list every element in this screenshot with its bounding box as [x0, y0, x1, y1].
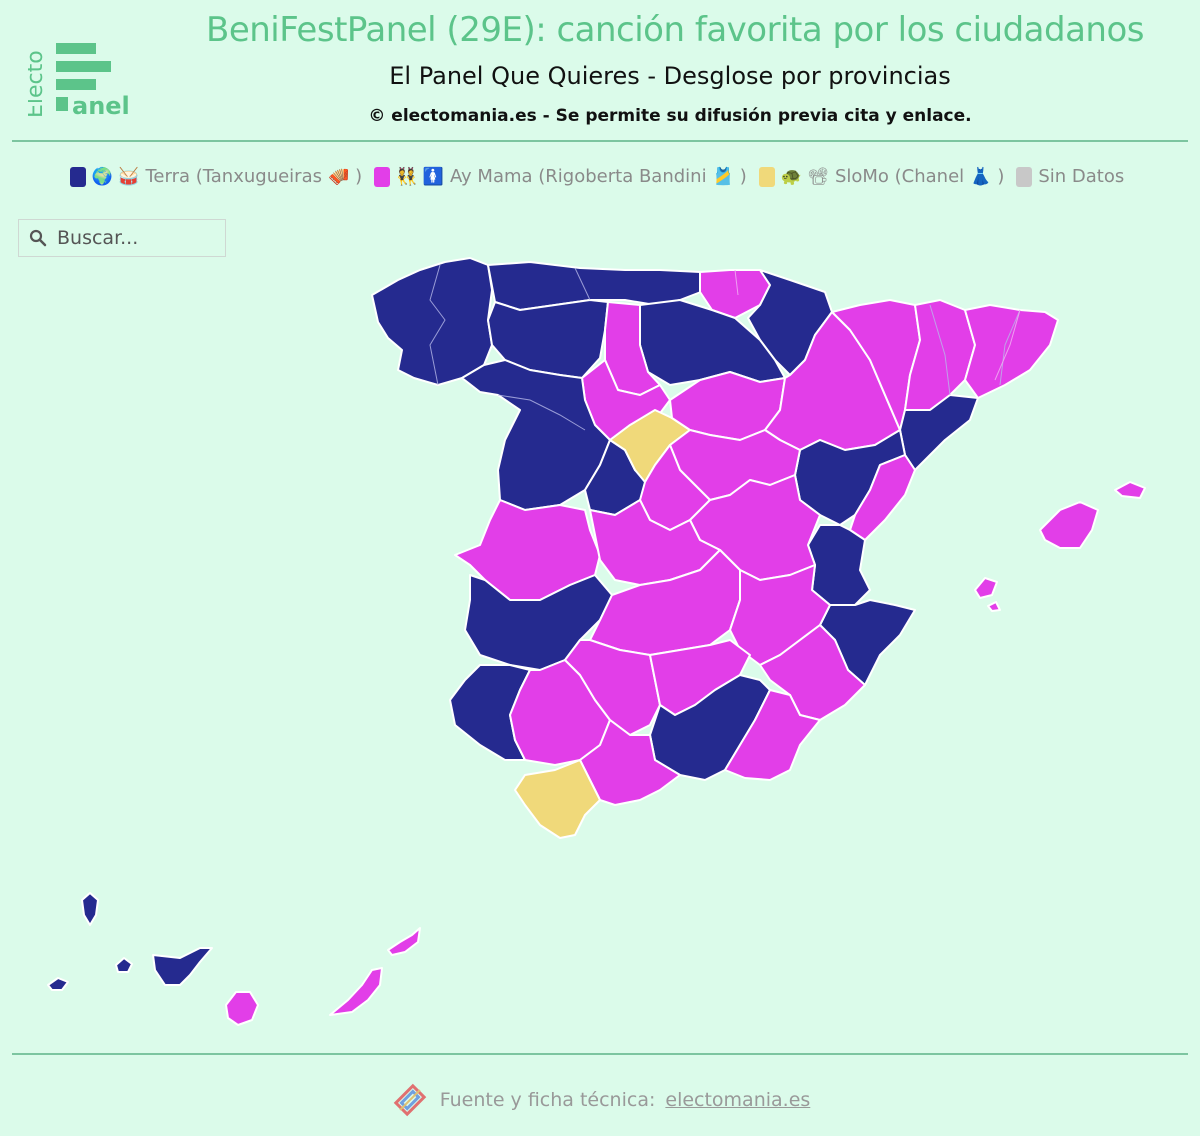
- header-divider: [12, 140, 1188, 142]
- legend-swatch-terra: [69, 166, 86, 187]
- legend-swatch-aymama: [374, 166, 391, 187]
- electomania-logo-icon: [393, 1083, 426, 1117]
- shirt-icon: 🎽: [712, 166, 734, 187]
- region-toledo[interactable]: [589, 499, 721, 586]
- region-tenerife[interactable]: [152, 947, 213, 986]
- logo-text-vertical: Electo: [28, 50, 48, 118]
- globe-drum-icon: 🌍 🥁: [91, 166, 140, 187]
- region-barcelona-girona[interactable]: [964, 304, 1059, 399]
- search-input[interactable]: [55, 226, 219, 250]
- region-la-gomera[interactable]: [115, 957, 133, 973]
- legend-label-slomo: SloMo (Chanel: [834, 166, 965, 187]
- region-la-palma[interactable]: [81, 892, 99, 926]
- region-el-hierro[interactable]: [47, 977, 69, 991]
- legend-swatch-sin-datos: [1016, 166, 1033, 187]
- region-almeria[interactable]: [724, 689, 821, 781]
- turtle-projector-icon: 🐢 📽: [780, 166, 829, 187]
- region-castellon[interactable]: [849, 454, 916, 541]
- region-menorca[interactable]: [1114, 481, 1146, 499]
- footer-divider: [12, 1053, 1188, 1055]
- region-cadiz[interactable]: [514, 759, 601, 839]
- footer-text: Fuente y ficha técnica:: [439, 1089, 656, 1111]
- region-leon[interactable]: [487, 299, 609, 379]
- region-valencia[interactable]: [807, 524, 871, 606]
- legend-label-aymama: Ay Mama (Rigoberta Bandini: [449, 166, 707, 187]
- legend-item-aymama[interactable]: 👯 🚺 Ay Mama (Rigoberta Bandini 🎽 ): [374, 166, 747, 187]
- legend-close-paren: ): [739, 166, 747, 187]
- legend-label-terra: Terra (Tanxugueiras: [145, 166, 322, 187]
- region-galicia[interactable]: [371, 257, 493, 386]
- page-subtitle: El Panel Que Quieres - Desglose por prov…: [389, 62, 951, 90]
- electopanel-logo: Electo anel: [28, 43, 130, 120]
- page-title: BeniFestPanel (29E): canción favorita po…: [206, 10, 1145, 50]
- legend-item-terra[interactable]: 🌍 🥁 Terra (Tanxugueiras 🪗 ): [69, 166, 363, 187]
- region-mallorca[interactable]: [1039, 501, 1099, 549]
- legend-close-paren: ): [355, 166, 363, 187]
- logo-text-horizontal: anel: [72, 92, 130, 120]
- search-box[interactable]: [18, 219, 226, 257]
- region-ibiza[interactable]: [974, 577, 998, 599]
- dancers-woman-icon: 👯 🚺: [396, 166, 444, 187]
- legend-item-sin-datos[interactable]: Sin Datos: [1016, 166, 1124, 187]
- region-formentera[interactable]: [987, 601, 1001, 612]
- legend-close-paren: ): [997, 166, 1005, 187]
- region-gran-canaria[interactable]: [225, 991, 259, 1026]
- region-fuerteventura[interactable]: [329, 967, 383, 1016]
- dress-icon: 👗: [970, 166, 992, 187]
- legend-item-slomo[interactable]: 🐢 📽 SloMo (Chanel 👗 ): [758, 166, 1005, 187]
- footer-link[interactable]: electomania.es: [665, 1089, 811, 1111]
- region-murcia[interactable]: [759, 624, 866, 721]
- bagpipe-icon: 🪗: [328, 166, 350, 187]
- search-icon: [29, 229, 47, 247]
- region-lanzarote[interactable]: [387, 927, 421, 956]
- footer: Fuente y ficha técnica: electomania.es: [0, 1080, 1200, 1120]
- map-legend: 🌍 🥁 Terra (Tanxugueiras 🪗 ) 👯 🚺 Ay Mama …: [0, 166, 1200, 187]
- legend-swatch-slomo: [758, 166, 775, 187]
- legend-label-sin-datos: Sin Datos: [1038, 166, 1125, 187]
- spain-province-map: [47, 257, 1146, 1026]
- copyright-notice: © electomania.es - Se permite su difusió…: [368, 106, 972, 126]
